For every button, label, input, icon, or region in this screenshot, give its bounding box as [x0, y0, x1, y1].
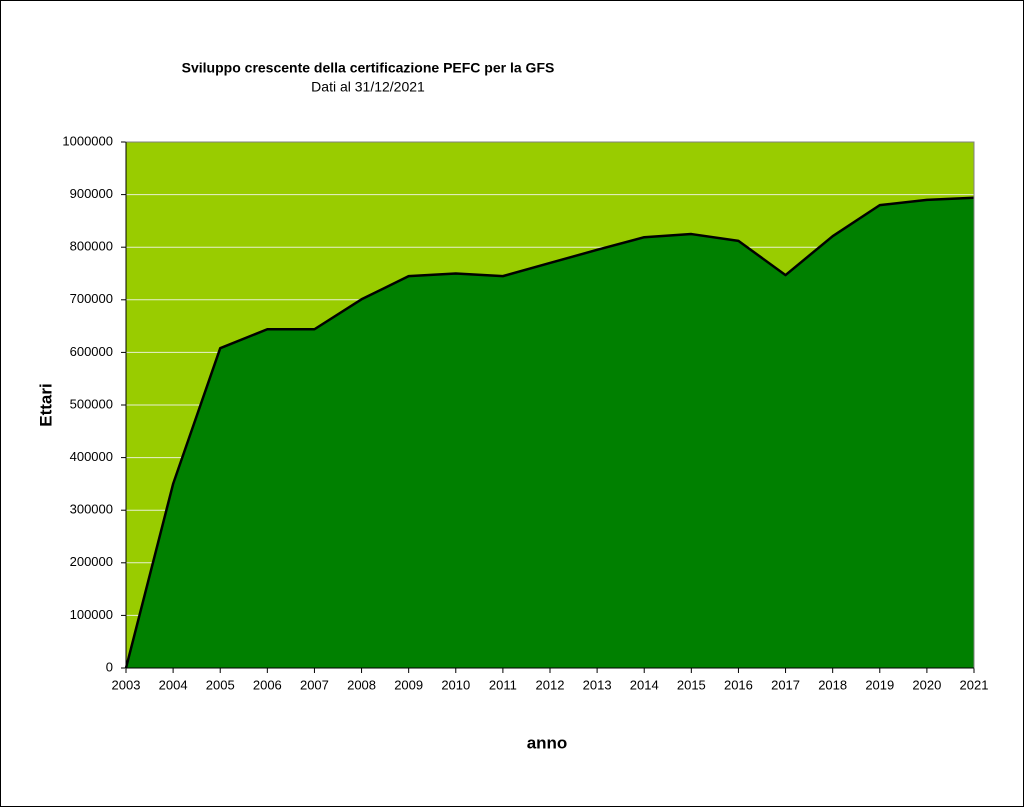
x-tick-label: 2020 — [912, 677, 941, 692]
x-tick-label: 2015 — [677, 677, 706, 692]
y-tick-label: 400000 — [70, 449, 113, 464]
y-tick-label: 600000 — [70, 344, 113, 359]
x-tick-label: 2006 — [253, 677, 282, 692]
x-tick-label: 2021 — [960, 677, 989, 692]
x-tick-label: 2005 — [206, 677, 235, 692]
x-tick-label: 2018 — [818, 677, 847, 692]
y-tick-label: 0 — [106, 659, 113, 674]
x-tick-label: 2004 — [159, 677, 188, 692]
area-outline — [124, 196, 975, 669]
y-tick-label: 900000 — [70, 186, 113, 201]
y-tick-label: 300000 — [70, 502, 113, 517]
y-tick-label: 500000 — [70, 396, 113, 411]
chart-title: Sviluppo crescente della certificazione … — [182, 60, 555, 76]
x-tick-label: 2012 — [536, 677, 565, 692]
x-tick-label: 2010 — [441, 677, 470, 692]
x-tick-label: 2016 — [724, 677, 753, 692]
x-tick-label: 2017 — [771, 677, 800, 692]
x-tick-label: 2008 — [347, 677, 376, 692]
x-tick-label: 2009 — [394, 677, 423, 692]
x-tick-label: 2003 — [112, 677, 141, 692]
y-tick-label: 200000 — [70, 554, 113, 569]
x-tick-label: 2013 — [583, 677, 612, 692]
x-tick-label: 2019 — [865, 677, 894, 692]
y-tick-label: 1000000 — [62, 133, 113, 148]
x-tick-label: 2007 — [300, 677, 329, 692]
y-axis-label: Ettari — [36, 383, 55, 426]
y-tick-label: 100000 — [70, 607, 113, 622]
y-tick-label: 700000 — [70, 291, 113, 306]
x-tick-label: 2011 — [489, 677, 517, 692]
x-tick-label: 2014 — [630, 677, 659, 692]
chart-subtitle: Dati al 31/12/2021 — [311, 79, 425, 95]
y-tick-label: 800000 — [70, 239, 113, 254]
x-axis-label: anno — [527, 733, 568, 752]
